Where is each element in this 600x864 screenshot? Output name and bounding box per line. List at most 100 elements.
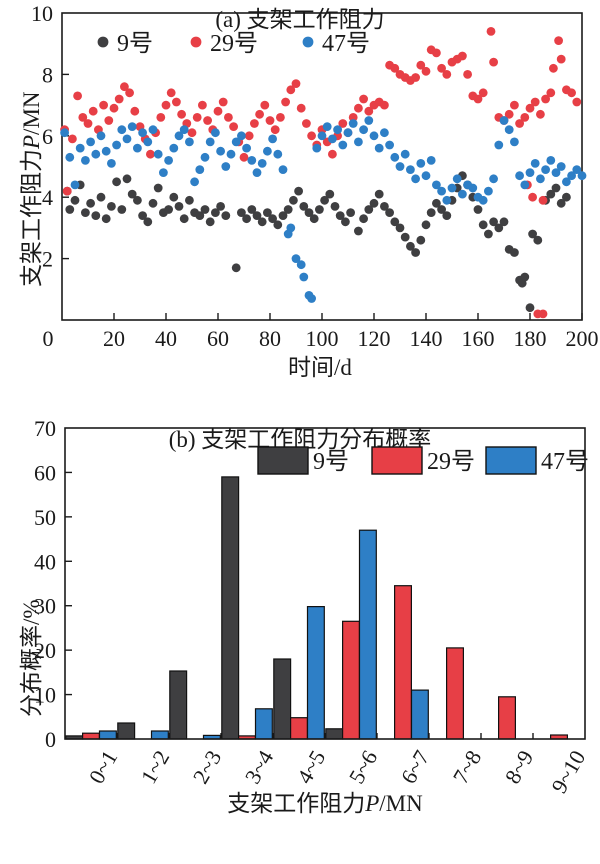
scatter-point-9号 [478, 220, 488, 230]
scatter-point-29号 [520, 113, 530, 122]
scatter-point-29号 [556, 54, 566, 64]
scatter-point-47号 [577, 171, 587, 181]
scatter-point-47号 [307, 294, 316, 303]
scatter-point-29号 [62, 186, 72, 196]
scatter-point-9号 [221, 211, 231, 221]
scatter-point-47号 [148, 125, 158, 135]
scatter-point-47号 [257, 159, 267, 168]
scatter-point-29号 [88, 106, 98, 116]
scatter-point-47号 [536, 174, 545, 184]
x-tick-label: 5~6 [344, 746, 383, 788]
scatter-point-29号 [239, 152, 249, 162]
scatter-point-29号 [359, 94, 368, 104]
scatter-point-9号 [421, 220, 431, 230]
scatter-point-29号 [213, 106, 223, 116]
scatter-point-47号 [411, 174, 420, 184]
scatter-point-47号 [322, 122, 332, 131]
scatter-point-47号 [86, 137, 95, 147]
scatter-point-47号 [138, 128, 148, 138]
legend-label-29号: 29号 [210, 31, 258, 57]
scatter-point-9号 [335, 211, 345, 221]
scatter-point-29号 [286, 85, 296, 95]
scatter-point-29号 [538, 195, 548, 205]
scatter-point-9号 [320, 195, 329, 205]
scatter-point-47号 [226, 149, 236, 159]
y-axis-label-a-symbol: P [19, 134, 44, 149]
scatter-point-47号 [252, 168, 262, 178]
scatter-point-9号 [341, 217, 350, 227]
scatter-point-9号 [185, 195, 194, 205]
scatter-point-9号 [395, 223, 405, 233]
bar-47号-5~6 [358, 529, 377, 740]
scatter-point-47号 [268, 134, 277, 144]
scatter-point-9号 [426, 208, 436, 218]
legend-marker-29号 [190, 36, 202, 48]
scatter-point-47号 [107, 159, 116, 168]
bar-9号-3~4 [221, 476, 240, 740]
scatter-point-29号 [437, 63, 446, 73]
y-axis-label-a-suffix: /MN [19, 91, 44, 135]
scatter-point-29号 [416, 60, 426, 70]
scatter-point-29号 [458, 51, 467, 61]
scatter-point-47号 [458, 189, 467, 199]
x-tick-label: 180 [514, 326, 547, 351]
scatter-point-29号 [270, 125, 280, 135]
scatter-point-29号 [411, 73, 420, 82]
x-tick-label: 3~4 [240, 746, 279, 788]
scatter-point-47号 [442, 195, 452, 205]
y-tick-label: 70 [34, 420, 56, 441]
scatter-point-47号 [494, 140, 504, 150]
scatter-point-47号 [541, 165, 550, 175]
plot-border [61, 12, 583, 321]
scatter-point-29号 [567, 88, 576, 98]
scatter-point-9号 [268, 214, 277, 224]
x-tick-label: 140 [410, 326, 443, 351]
scatter-point-9号 [294, 186, 303, 196]
x-tick-label: 7~8 [448, 746, 487, 788]
scatter-point-47号 [221, 162, 231, 171]
scatter-point-47号 [390, 152, 400, 162]
scatter-point-9号 [400, 232, 410, 242]
scatter-point-9号 [330, 202, 340, 211]
scatter-point-9号 [70, 195, 80, 205]
scatter-point-47号 [211, 128, 220, 138]
scatter-point-47号 [195, 165, 205, 175]
y-axis-label-b: 分布概率/% [19, 599, 44, 717]
scatter-point-9号 [200, 205, 210, 214]
scatter-point-29号 [224, 113, 233, 122]
scatter-point-29号 [442, 70, 452, 79]
scatter-point-47号 [205, 137, 215, 147]
bar-47号-4~5 [306, 606, 325, 740]
bar-47号-0~1 [98, 730, 117, 740]
x-tick-label: 100 [306, 326, 339, 351]
scatter-point-9号 [237, 208, 246, 218]
scatter-point-47号 [447, 183, 457, 193]
scatter-point-47号 [296, 260, 306, 270]
y-axis-label-a: 支架工作阻力P/MN [12, 91, 46, 287]
legend-marker-9号 [97, 36, 109, 48]
legend-label-9号: 9号 [313, 449, 349, 475]
scatter-point-9号 [195, 211, 205, 221]
scatter-point-47号 [364, 116, 374, 125]
scatter-point-29号 [172, 97, 181, 107]
scatter-point-9号 [138, 211, 148, 221]
scatter-point-47号 [546, 156, 556, 165]
scatter-point-47号 [75, 143, 85, 153]
scatter-point-47号 [278, 165, 288, 175]
scatter-point-29号 [218, 97, 228, 107]
scatter-point-47号 [81, 156, 90, 165]
scatter-point-29号 [554, 36, 563, 45]
scatter-point-29号 [229, 122, 239, 131]
scatter-point-29号 [510, 100, 519, 110]
y-tick-label: 10 [34, 683, 56, 708]
scatter-point-47号 [159, 168, 168, 178]
scatter-point-29号 [114, 94, 124, 104]
x-axis-label-b-suffix: /MN [379, 791, 423, 816]
legend-swatch-9号 [257, 446, 309, 475]
scatter-point-9号 [242, 214, 252, 224]
scatter-point-29号 [99, 100, 108, 110]
scatter-point-9号 [528, 229, 537, 239]
y-tick-label: 10 [31, 1, 53, 26]
scatter-point-29号 [68, 134, 77, 144]
scatter-point-9号 [437, 205, 446, 214]
